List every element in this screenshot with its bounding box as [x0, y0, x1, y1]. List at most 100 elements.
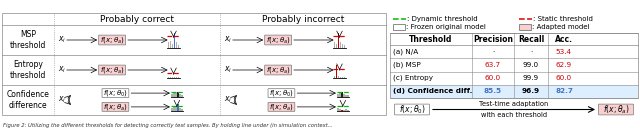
Text: $f(x;\theta_a)$: $f(x;\theta_a)$: [100, 35, 124, 45]
Text: (b) MSP: (b) MSP: [393, 62, 420, 68]
Text: Threshold: Threshold: [410, 34, 452, 43]
Text: Acc.: Acc.: [555, 34, 573, 43]
Text: : Dynamic threshold: : Dynamic threshold: [407, 16, 477, 22]
Text: $f(x;\theta_0)$: $f(x;\theta_0)$: [269, 88, 294, 98]
Text: $x_i$: $x_i$: [58, 35, 66, 45]
Bar: [172, 77, 173, 78]
Text: 99.0: 99.0: [523, 62, 539, 68]
Bar: [173, 93, 175, 97]
Text: $f(x;\theta_a)$: $f(x;\theta_a)$: [266, 35, 291, 45]
Bar: [177, 45, 179, 48]
Text: Test-time adaptation: Test-time adaptation: [479, 101, 548, 107]
Bar: [175, 77, 177, 78]
Bar: [168, 77, 170, 78]
Bar: [336, 44, 337, 48]
FancyBboxPatch shape: [395, 104, 429, 115]
Bar: [341, 110, 342, 111]
Text: 96.9: 96.9: [522, 88, 540, 94]
Text: ·: ·: [530, 49, 532, 55]
Bar: [2, 13, 386, 115]
Text: Confidence
difference: Confidence difference: [6, 90, 49, 110]
Bar: [177, 77, 179, 78]
Text: $f(x;\theta_0)$: $f(x;\theta_0)$: [103, 88, 128, 98]
Bar: [175, 106, 177, 111]
Bar: [340, 42, 341, 48]
Bar: [179, 94, 180, 97]
Bar: [181, 109, 182, 111]
Text: $x_i$: $x_i$: [58, 95, 66, 105]
Bar: [336, 65, 337, 78]
Text: $f(x;\theta_a)$: $f(x;\theta_a)$: [100, 65, 124, 75]
Text: Entropy
threshold: Entropy threshold: [10, 60, 46, 80]
Text: 82.7: 82.7: [555, 88, 573, 94]
Text: (d) Confidence diff.: (d) Confidence diff.: [393, 88, 472, 94]
Bar: [339, 109, 340, 111]
Text: $x_i$: $x_i$: [224, 65, 232, 75]
Text: (a) N/A: (a) N/A: [393, 48, 419, 55]
FancyBboxPatch shape: [102, 89, 129, 97]
Text: 63.7: 63.7: [485, 62, 501, 68]
FancyBboxPatch shape: [268, 103, 295, 111]
Bar: [168, 42, 170, 48]
Text: $f(x;\theta_a)$: $f(x;\theta_a)$: [103, 102, 128, 112]
Bar: [341, 92, 342, 97]
Bar: [345, 109, 347, 111]
Bar: [179, 108, 180, 111]
Bar: [347, 95, 349, 97]
Bar: [344, 45, 345, 48]
Text: 53.4: 53.4: [556, 49, 572, 55]
Bar: [172, 44, 173, 48]
Bar: [173, 33, 175, 48]
Bar: [340, 77, 341, 78]
Bar: [334, 42, 335, 48]
Text: $f(x;\theta_a)$: $f(x;\theta_a)$: [269, 102, 294, 112]
FancyBboxPatch shape: [99, 65, 125, 75]
Bar: [337, 94, 339, 97]
Text: $x_i$: $x_i$: [224, 35, 232, 45]
Text: 62.9: 62.9: [556, 62, 572, 68]
Bar: [173, 77, 175, 78]
Text: Recall: Recall: [518, 34, 544, 43]
Text: Precision: Precision: [473, 34, 513, 43]
FancyBboxPatch shape: [102, 103, 129, 111]
Text: Probably correct: Probably correct: [100, 14, 174, 24]
FancyBboxPatch shape: [99, 35, 125, 45]
Bar: [390, 85, 638, 98]
Bar: [171, 94, 173, 97]
Text: : Static threshold: : Static threshold: [533, 16, 593, 22]
FancyBboxPatch shape: [265, 65, 291, 75]
Text: ·: ·: [492, 49, 494, 55]
Text: $x_i$: $x_i$: [224, 95, 232, 105]
Bar: [175, 42, 177, 48]
Text: $f(x;\theta_a)$: $f(x;\theta_a)$: [603, 103, 629, 116]
Bar: [342, 77, 343, 78]
Text: 85.5: 85.5: [484, 88, 502, 94]
Text: 60.0: 60.0: [485, 75, 501, 81]
Text: $f(x;\theta_0)$: $f(x;\theta_0)$: [399, 103, 426, 116]
Bar: [393, 24, 405, 30]
Bar: [339, 92, 340, 97]
Text: Figure 2: Utilizing the different thresholds for detecting correctly test sample: Figure 2: Utilizing the different thresh…: [3, 124, 333, 128]
FancyBboxPatch shape: [598, 104, 634, 115]
Bar: [177, 103, 179, 111]
Text: Probably incorrect: Probably incorrect: [262, 14, 344, 24]
Text: MSP
threshold: MSP threshold: [10, 30, 46, 50]
Bar: [345, 95, 347, 97]
Bar: [170, 77, 172, 78]
Bar: [390, 33, 638, 98]
Bar: [343, 94, 344, 97]
FancyBboxPatch shape: [268, 89, 295, 97]
Text: with each threshold: with each threshold: [481, 112, 547, 118]
FancyBboxPatch shape: [265, 35, 291, 45]
Bar: [337, 108, 339, 111]
Bar: [343, 110, 344, 111]
Text: $f(x;\theta_a)$: $f(x;\theta_a)$: [266, 65, 291, 75]
Text: (c) Entropy: (c) Entropy: [393, 75, 433, 81]
Bar: [181, 95, 182, 97]
Bar: [334, 76, 335, 78]
Bar: [177, 92, 179, 97]
Bar: [342, 44, 343, 48]
Bar: [519, 24, 531, 30]
Bar: [338, 33, 339, 48]
Bar: [338, 76, 339, 78]
